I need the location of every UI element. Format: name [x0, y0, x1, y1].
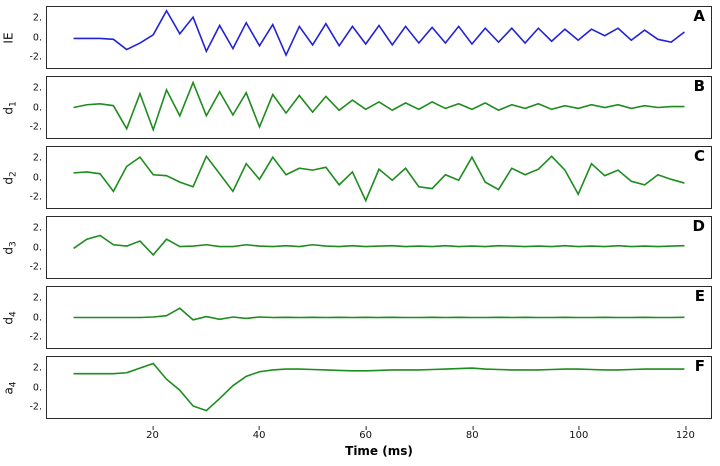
x-axis-title: Time (ms)	[345, 444, 413, 458]
y-tick-label: 2.	[32, 362, 42, 374]
y-axis-label-col-c: d2	[0, 146, 20, 209]
panel-letter: E	[694, 287, 705, 305]
y-tick-label: 2.	[32, 292, 42, 304]
signal-line-chart	[47, 357, 711, 418]
y-tick-label: -2.	[29, 121, 43, 133]
x-tick-label: 40	[253, 426, 265, 441]
signal-trace	[74, 363, 685, 410]
panel-a: IE 2. 0. -2. A	[0, 6, 720, 69]
y-tick-label: -2.	[29, 401, 43, 413]
panel-letter: D	[692, 217, 705, 235]
signal-line-chart	[47, 77, 711, 138]
y-axis-ticks: 2. 0. -2.	[20, 216, 46, 279]
signal-trace	[74, 156, 685, 200]
x-tick-label: 20	[146, 426, 159, 441]
panel-e: d4 2. 0. -2. E	[0, 286, 720, 349]
plot-area-f: F	[46, 356, 712, 419]
plot-area-b: B	[46, 76, 712, 139]
plot-area-d: D	[46, 216, 712, 279]
x-tick-label: 100	[569, 426, 588, 441]
plot-area-c: C	[46, 146, 712, 209]
signal-line-chart	[47, 217, 711, 278]
y-axis-label: a4	[1, 380, 19, 395]
y-axis-ticks: 2. 0. -2.	[20, 6, 46, 69]
plot-area-e: E	[46, 286, 712, 349]
x-tick-label: 80	[466, 426, 479, 441]
y-axis-label: d2	[1, 170, 19, 185]
plot-area-a: A	[46, 6, 712, 69]
y-tick-label: 0.	[32, 242, 42, 253]
y-axis-label: d1	[1, 100, 19, 115]
y-axis-label-col-f: a4	[0, 356, 20, 419]
y-tick-label: 2.	[32, 82, 42, 94]
y-axis-ticks: 2. 0. -2.	[20, 76, 46, 139]
panel-f: a4 2. 0. -2. F	[0, 356, 720, 419]
panel-c: d2 2. 0. -2. C	[0, 146, 720, 209]
y-tick-label: 2.	[32, 222, 42, 234]
x-tick-label: 120	[676, 426, 695, 441]
y-tick-label: -2.	[29, 261, 43, 273]
y-tick-label: 2.	[32, 12, 42, 24]
panel-b: d1 2. 0. -2. B	[0, 76, 720, 139]
y-axis-label-col-a: IE	[0, 6, 20, 69]
y-axis-label-col-b: d1	[0, 76, 20, 139]
y-tick-label: -2.	[29, 51, 43, 63]
panel-letter: A	[693, 7, 705, 25]
signal-line-chart	[47, 287, 711, 348]
y-tick-label: -2.	[29, 331, 43, 343]
y-axis-ticks: 2. 0. -2.	[20, 356, 46, 419]
y-axis-label: IE	[1, 31, 16, 44]
y-tick-label: -2.	[29, 191, 43, 203]
panel-letter: F	[694, 357, 705, 375]
signal-line-chart	[47, 7, 711, 68]
y-axis-label-col-e: d4	[0, 286, 20, 349]
signal-trace	[74, 235, 685, 254]
panel-letter: B	[693, 77, 705, 95]
signal-line-chart	[47, 147, 711, 208]
x-tick-label: 60	[359, 426, 372, 441]
y-tick-label: 0.	[32, 102, 42, 113]
y-axis-label: d4	[1, 310, 19, 325]
y-tick-label: 0.	[32, 382, 42, 393]
y-axis-ticks: 2. 0. -2.	[20, 286, 46, 349]
panel-letter: C	[693, 147, 705, 165]
signal-trace	[74, 83, 685, 130]
x-axis-ticks: 20 40 60 80 100 120	[0, 426, 720, 442]
y-axis-ticks: 2. 0. -2.	[20, 146, 46, 209]
panel-d: d3 2. 0. -2. D	[0, 216, 720, 279]
signal-trace	[74, 308, 685, 320]
y-tick-label: 2.	[32, 152, 42, 164]
y-tick-label: 0.	[32, 172, 42, 183]
y-tick-label: 0.	[32, 312, 42, 323]
x-axis-title-row: Time (ms)	[0, 442, 720, 462]
y-axis-label-col-d: d3	[0, 216, 20, 279]
signal-trace	[74, 11, 685, 55]
y-tick-label: 0.	[32, 32, 42, 43]
y-axis-label: d3	[1, 240, 19, 255]
